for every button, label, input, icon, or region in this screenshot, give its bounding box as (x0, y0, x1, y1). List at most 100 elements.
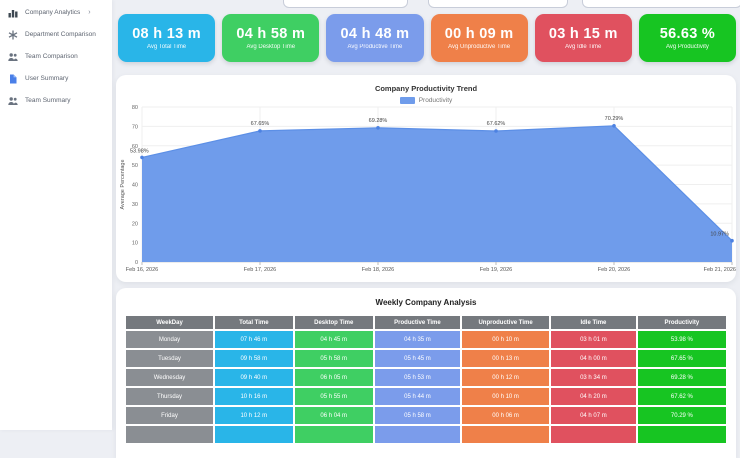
svg-text:Feb 20, 2026: Feb 20, 2026 (598, 267, 630, 273)
legend-label: Productivity (418, 97, 453, 104)
cell-weekday: Friday (126, 407, 214, 424)
svg-text:50: 50 (132, 163, 138, 169)
stat-value: 04 h 58 m (236, 26, 306, 42)
cell-weekday: Monday (126, 331, 214, 348)
svg-text:10.97%: 10.97% (710, 232, 729, 238)
weekly-analysis-table: WeekDay Total Time Desktop Time Productive … (124, 314, 728, 445)
cell-productive-time (374, 426, 461, 443)
cell-total-time: 09 h 40 m (215, 369, 293, 386)
stat-label: Avg Unproductive Time (448, 44, 511, 50)
stat-cards-row: 08 h 13 m Avg Total Time 04 h 58 m Avg Desk… (118, 14, 737, 62)
stat-label: Avg Desktop Time (246, 44, 296, 50)
cell-weekday: Thursday (126, 388, 214, 405)
filter-input-1[interactable] (283, 0, 408, 8)
filter-input-2[interactable] (428, 0, 568, 8)
column-header-productive-time: Productive Time (374, 316, 461, 329)
stat-label: Avg Total Time (147, 44, 187, 50)
cell-total-time: 10 h 16 m (215, 388, 293, 405)
sidebar: Company Analytics › Department Comparison T… (0, 0, 112, 430)
cell-productivity: 67.65 % (637, 350, 726, 367)
cell-productive-time: 05 h 58 m (374, 407, 461, 424)
svg-text:40: 40 (132, 183, 138, 189)
column-header-unproductive-time: Unproductive Time (462, 316, 550, 329)
svg-text:70.29%: 70.29% (605, 116, 624, 122)
sidebar-item-label: Team Summary (25, 97, 71, 104)
column-header-productivity: Productivity (637, 316, 726, 329)
stat-label: Avg Productive Time (347, 44, 403, 50)
cell-idle-time: 04 h 07 m (551, 407, 636, 424)
table-row: Thursday 10 h 16 m 05 h 55 m 05 h 44 m 00 h … (126, 388, 726, 405)
chart-legend-item[interactable]: Productivity (116, 97, 736, 104)
chevron-right-icon: › (88, 9, 91, 16)
stat-value: 08 h 13 m (132, 26, 201, 42)
chart-title: Company Productivity Trend (374, 84, 478, 93)
cell-productive-time: 04 h 35 m (374, 331, 461, 348)
column-header-idle-time: Idle Time (551, 316, 636, 329)
stat-card-avg-desktop-time: 04 h 58 m Avg Desktop Time (222, 14, 320, 62)
column-header-desktop-time: Desktop Time (294, 316, 373, 329)
table-row: Monday 07 h 46 m 04 h 45 m 04 h 35 m 00 h 10… (126, 331, 726, 348)
table-title: Weekly Company Analysis (375, 298, 477, 307)
svg-text:0: 0 (135, 260, 138, 266)
stat-card-avg-productive-time: 04 h 48 m Avg Productive Time (326, 14, 424, 62)
svg-text:20: 20 (132, 221, 138, 227)
sidebar-item-department-comparison[interactable]: Department Comparison (0, 25, 112, 45)
productivity-trend-card: Company Productivity Trend Productivity … (116, 75, 736, 282)
sidebar-item-team-comparison[interactable]: Team Comparison (0, 47, 112, 67)
cell-unproductive-time: 00 h 13 m (462, 350, 550, 367)
filter-input-3[interactable] (582, 0, 740, 8)
cell-desktop-time: 06 h 05 m (294, 369, 373, 386)
table-row: Tuesday 09 h 58 m 05 h 58 m 05 h 45 m 00 h 1… (126, 350, 726, 367)
svg-text:Average Percentage: Average Percentage (120, 159, 126, 209)
table-row: Wednesday 09 h 40 m 06 h 05 m 05 h 53 m 00 h… (126, 369, 726, 386)
sidebar-item-team-summary[interactable]: Team Summary (0, 91, 112, 111)
svg-text:30: 30 (132, 202, 138, 208)
sidebar-item-label: User Summary (25, 75, 69, 82)
svg-text:67.65%: 67.65% (251, 121, 270, 127)
cell-desktop-time: 06 h 04 m (294, 407, 373, 424)
cell-total-time (215, 426, 293, 443)
svg-text:Feb 16, 2026: Feb 16, 2026 (126, 267, 158, 273)
cell-total-time: 07 h 46 m (215, 331, 293, 348)
svg-text:Feb 18, 2026: Feb 18, 2026 (362, 267, 394, 273)
asterisk-icon (8, 30, 18, 40)
column-header-weekday: WeekDay (126, 316, 214, 329)
cell-productive-time: 05 h 44 m (374, 388, 461, 405)
cell-unproductive-time (462, 426, 550, 443)
stat-value: 03 h 15 m (548, 26, 618, 42)
productivity-area-chart: 0 10 20 30 40 50 60 70 80 Feb 16, 2026 Feb 17, 202… (116, 105, 736, 286)
stat-value: 04 h 48 m (340, 26, 410, 42)
svg-text:69.28%: 69.28% (369, 118, 388, 124)
cell-weekday: Wednesday (126, 369, 214, 386)
cell-unproductive-time: 00 h 12 m (462, 369, 550, 386)
cell-productivity: 70.29 % (637, 407, 726, 424)
sidebar-item-label: Company Analytics (25, 9, 81, 16)
sidebar-item-company-analytics[interactable]: Company Analytics › (0, 3, 112, 23)
svg-text:Feb 19, 2026: Feb 19, 2026 (480, 267, 512, 273)
sidebar-item-user-summary[interactable]: User Summary (0, 69, 112, 89)
team-icon (8, 52, 18, 62)
legend-swatch-icon (399, 97, 415, 104)
cell-idle-time: 03 h 01 m (551, 331, 636, 348)
cell-productivity: 69.28 % (637, 369, 726, 386)
cell-desktop-time: 05 h 55 m (294, 388, 373, 405)
svg-text:70: 70 (132, 124, 138, 130)
file-icon (8, 74, 18, 84)
cell-unproductive-time: 00 h 10 m (462, 388, 550, 405)
stat-card-avg-productivity: 56.63 % Avg Productivity (638, 14, 737, 62)
cell-idle-time (551, 426, 636, 443)
stat-card-avg-unproductive-time: 00 h 09 m Avg Unproductive Time (430, 14, 528, 62)
column-header-total-time: Total Time (215, 316, 293, 329)
table-header-row: WeekDay Total Time Desktop Time Productive … (126, 316, 726, 329)
cell-total-time: 09 h 58 m (215, 350, 293, 367)
weekly-analysis-card: Weekly Company Analysis WeekDay Total Tim… (116, 288, 736, 458)
cell-total-time: 10 h 12 m (215, 407, 293, 424)
svg-text:67.62%: 67.62% (487, 121, 506, 127)
stat-value: 00 h 09 m (444, 26, 514, 42)
svg-text:10: 10 (132, 241, 138, 247)
stat-card-avg-total-time: 08 h 13 m Avg Total Time (118, 14, 216, 62)
cell-unproductive-time: 00 h 06 m (462, 407, 550, 424)
cell-unproductive-time: 00 h 10 m (462, 331, 550, 348)
svg-text:Feb 17, 2026: Feb 17, 2026 (244, 267, 276, 273)
table-row (126, 426, 726, 443)
